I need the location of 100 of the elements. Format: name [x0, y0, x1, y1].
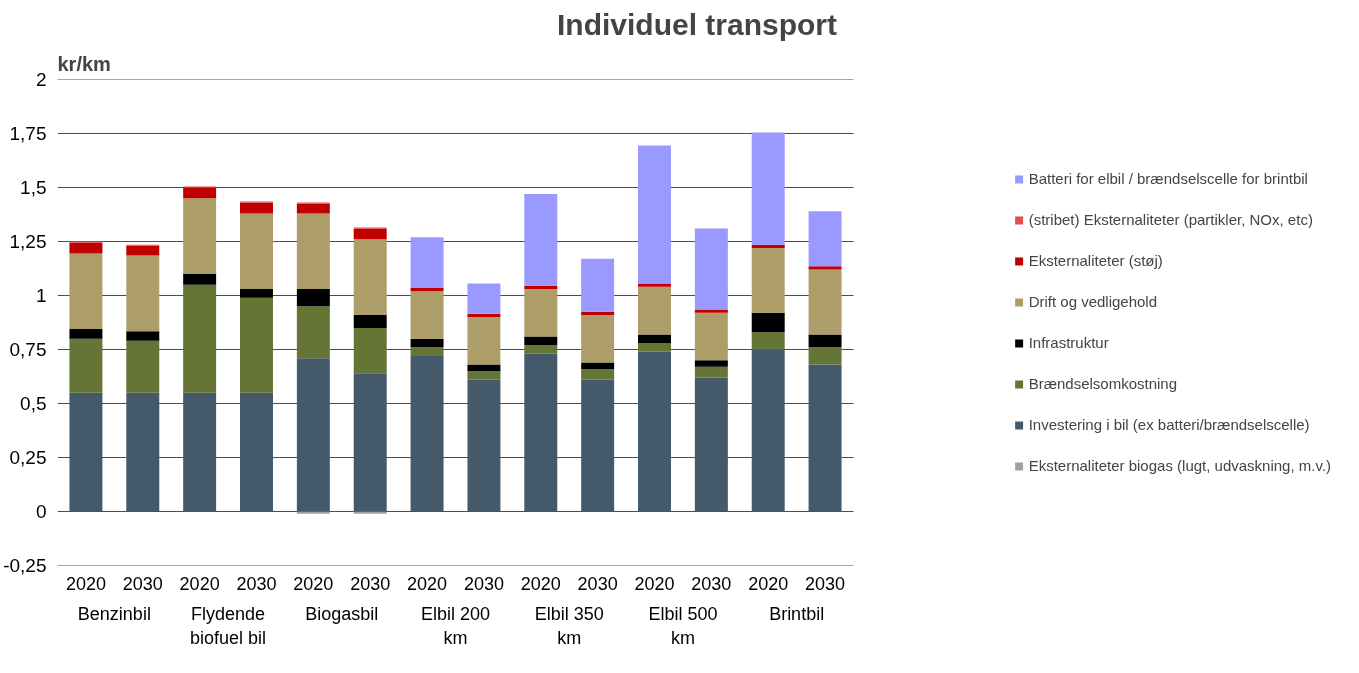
y-tick-label: 1	[35, 285, 47, 306]
bar	[296, 511, 330, 514]
y-tick-label: 1,25	[9, 231, 47, 252]
bar	[467, 364, 501, 372]
x-tick-label: 2030	[577, 573, 618, 594]
y-tick-label: 2	[35, 69, 47, 90]
legend-label: Batteri for elbil / brændselscelle for brintbil	[1028, 170, 1308, 187]
bar	[694, 366, 728, 378]
legend-label: Drift og vedligehold	[1028, 293, 1158, 310]
bar	[581, 314, 615, 363]
bar	[296, 358, 330, 512]
y-tick-label: 0,75	[9, 339, 47, 360]
bar	[751, 244, 785, 248]
x-tick-label: 2020	[179, 573, 220, 594]
bar	[524, 336, 558, 346]
x-tick-label: 2030	[236, 573, 277, 594]
bar	[808, 364, 842, 512]
bar	[410, 347, 444, 356]
bar	[694, 360, 728, 367]
bar	[467, 313, 501, 318]
x-tick-label: 2030	[350, 573, 391, 594]
bar	[524, 193, 558, 286]
bar	[751, 247, 785, 313]
legend-label: (stribet) Eksternaliteter (partikler, NOx, etc)	[1028, 211, 1313, 228]
bar	[183, 187, 217, 199]
chart-title: Individuel transport	[556, 7, 838, 41]
bar	[126, 392, 160, 512]
y-tick-label: -0,25	[3, 555, 47, 576]
bar	[524, 345, 558, 354]
x-tick-label: 2030	[805, 573, 846, 594]
bar	[183, 392, 217, 512]
bar	[410, 291, 444, 339]
text: Brintbil	[769, 603, 825, 624]
x-tick-label: 2020	[65, 573, 106, 594]
bar	[751, 312, 785, 333]
x-tick-label: 2020	[748, 573, 789, 594]
bar	[808, 347, 842, 365]
bar	[581, 379, 615, 512]
legend-label: Infrastruktur	[1028, 334, 1109, 351]
bar	[126, 331, 160, 341]
bar	[69, 338, 103, 393]
y-axis-title: kr/km	[57, 52, 111, 75]
bar	[353, 373, 387, 512]
y-tick-label: 0,25	[9, 447, 47, 468]
x-tick-label: 2020	[407, 573, 448, 594]
bar	[751, 132, 785, 245]
bar	[638, 145, 671, 284]
bar	[353, 314, 387, 328]
bar	[240, 392, 273, 512]
legend-label: Eksternaliteter biogas (lugt, udvaskning, m.v.)	[1028, 457, 1331, 474]
text: Benzinbil	[77, 603, 151, 624]
bar	[353, 327, 387, 374]
text: Biogasbil	[305, 603, 379, 624]
bar	[126, 245, 160, 256]
bar	[353, 511, 387, 514]
bar	[694, 312, 728, 361]
bar	[126, 255, 160, 332]
bar	[581, 258, 615, 312]
bar	[638, 286, 671, 335]
y-tick-label: 0	[35, 501, 47, 522]
x-tick-label: 2030	[463, 573, 504, 594]
bar	[353, 228, 387, 240]
bar	[410, 338, 444, 348]
legend-label: Brændselsomkostning	[1028, 375, 1178, 392]
x-tick-label: 2020	[293, 573, 334, 594]
bar	[524, 285, 558, 290]
bar	[808, 269, 842, 335]
bar	[410, 355, 444, 512]
bar	[69, 328, 103, 339]
bar	[808, 211, 842, 267]
y-tick-label: 0,5	[20, 393, 47, 414]
x-tick-label: 2020	[520, 573, 561, 594]
bar	[296, 306, 330, 359]
bar	[183, 198, 217, 274]
bar	[410, 237, 444, 288]
bar	[126, 340, 160, 393]
bar	[524, 353, 558, 512]
bar	[694, 377, 728, 512]
bar	[467, 283, 501, 314]
bar	[467, 379, 501, 512]
bar	[467, 371, 501, 380]
bar	[638, 343, 671, 352]
x-tick-label: 2030	[122, 573, 163, 594]
bar	[240, 202, 273, 214]
bar	[296, 213, 330, 290]
bar	[638, 283, 671, 287]
x-tick-label: 2030	[691, 573, 732, 594]
bar	[410, 287, 444, 292]
bar	[69, 253, 103, 329]
legend-label: Eksternaliteter (støj)	[1028, 252, 1163, 269]
bar	[638, 351, 671, 512]
bar	[751, 349, 785, 512]
bar	[808, 334, 842, 348]
bar	[581, 368, 615, 380]
bar	[183, 273, 217, 285]
bar	[638, 334, 671, 344]
bar	[296, 203, 330, 214]
x-tick-label: 2020	[634, 573, 675, 594]
bar	[467, 317, 501, 365]
legend-label: Investering i bil (ex batteri/brændselscelle)	[1028, 416, 1310, 433]
